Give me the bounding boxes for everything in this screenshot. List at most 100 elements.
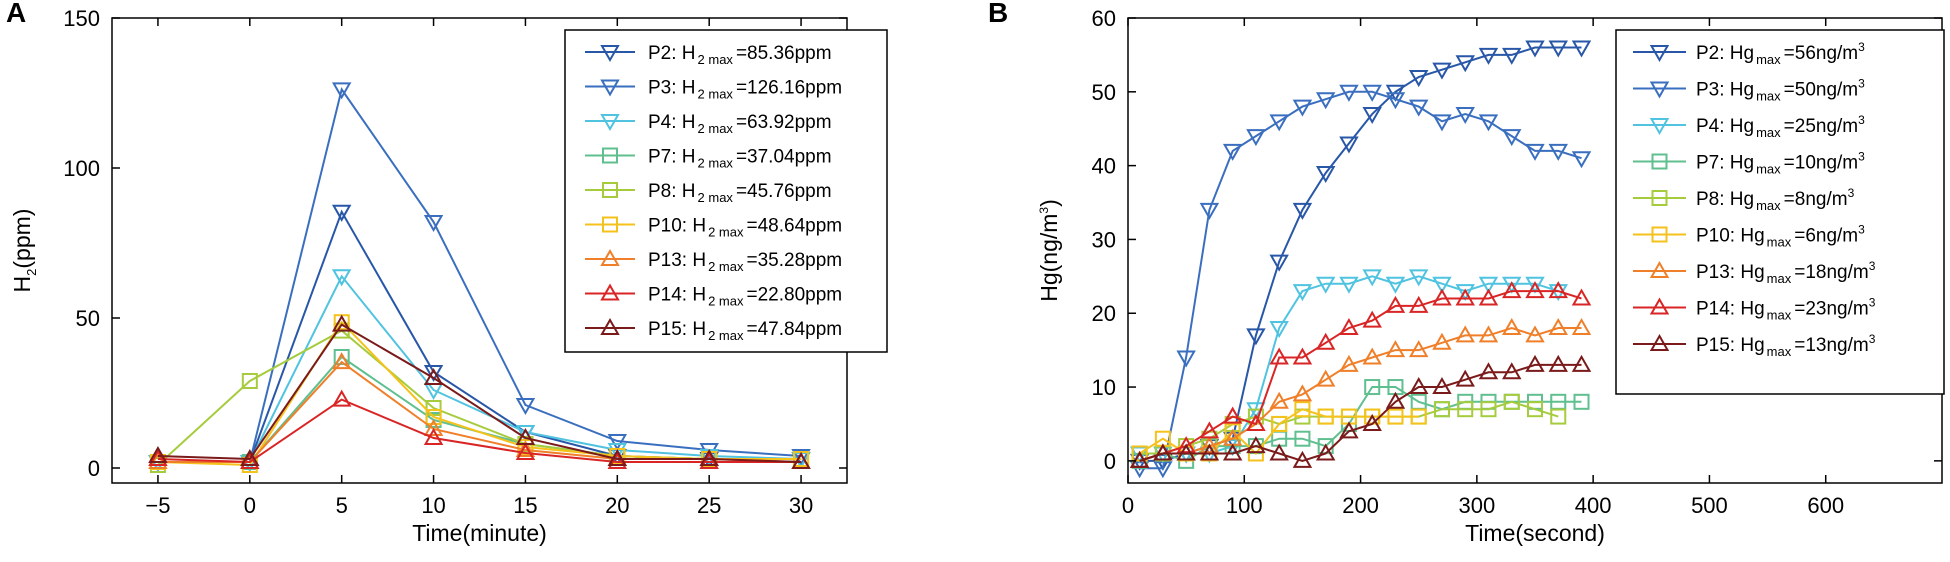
panel-b-series-p3-point-10 (1362, 84, 1382, 102)
panel-a-y-axis-title-suffix: (ppm) (9, 209, 35, 269)
panel-b-series-p3-point-6 (1269, 114, 1289, 132)
panel-a-legend-entry-p7-sub: 2 max (698, 156, 734, 171)
panel-b-legend-entry-p4-sub: max (1756, 125, 1781, 140)
panel-b-legend-entry-p15-sup: 3 (1869, 332, 1876, 346)
panel-b-legend-entry-p4-value: =25ng/m (1784, 116, 1858, 137)
panel-a-series-p3-point-2 (331, 82, 352, 100)
panel-b-legend-entry-p14: P14: Hg max =23ng/m3 (1633, 296, 1876, 323)
panel-b-legend-entry-p15: P15: Hg max =13ng/m3 (1633, 332, 1876, 359)
panel-b-series-p3-point-7 (1292, 99, 1313, 117)
panel-b-series-p15-point-7 (1292, 450, 1313, 468)
panel-a-series-p3-line (157, 87, 802, 463)
panel-b-series-p14-point-9 (1339, 317, 1359, 335)
panel-b-series-p13-point-12 (1408, 340, 1429, 358)
panel-b-series-p4-point-14 (1455, 284, 1475, 302)
panel-b-series-p14-point-13 (1432, 288, 1452, 306)
panel-b-legend-entry-p7-marker (1651, 153, 1668, 170)
panel-b-legend-entry-p3-marker (1649, 81, 1670, 99)
panel-b-legend-entry-p14-label: P14: Hg (1696, 299, 1765, 320)
panel-b-series-p14-point-5 (1246, 413, 1266, 431)
panel-b-ytick-label-2: 20 (1092, 301, 1116, 326)
panel-b-series-p4-point-17 (1525, 276, 1545, 294)
panel-a-legend-entry-p3-sub: 2 max (698, 87, 734, 102)
panel-b-legend-entry-p4-text: P4: Hg max =25ng/m3 (1696, 113, 1865, 140)
panel-a-legend-entry-p10-sub: 2 max (708, 225, 744, 240)
panel-b-legend-entry-p10-label: P10: Hg (1696, 226, 1765, 247)
panel-b-series-p7-point-7 (1294, 430, 1311, 447)
panel-b-legend-entry-p2: P2: Hg max =56ng/m3 (1633, 40, 1865, 67)
panel-b-legend-entry-p15-text: P15: Hg max =13ng/m3 (1696, 332, 1876, 359)
panel-b-series-p13-point-16 (1502, 317, 1522, 335)
panel-b-series-p13-point-18 (1548, 317, 1568, 335)
panel-a-legend-entry-p8-value: =45.76ppm (736, 181, 832, 202)
panel-b-legend-entry-p13-label: P13: Hg (1696, 262, 1765, 283)
panel-b-series-p14-point-12 (1408, 295, 1429, 313)
panel-a-legend-entry-p10-label: P10: H (648, 216, 706, 237)
panel-a-series-p2-point-2 (331, 204, 352, 222)
panel-b-legend-entry-p2-value: =56ng/m (1784, 43, 1858, 64)
panel-b-y-axis-title: Hg(ng/m3) (1036, 199, 1062, 302)
panel-a-xtick-label-4: 15 (513, 493, 537, 518)
panel-a-series-p15-point-6 (699, 448, 719, 466)
panel-b-legend-entry-p15-sub: max (1767, 344, 1792, 359)
panel-a-legend-entry-p2-label: P2: H (648, 43, 696, 64)
panel-b-ytick-label-0: 0 (1104, 449, 1116, 474)
panel-a-legend-entry-p14-sub: 2 max (708, 294, 744, 309)
panel-b-series-p15-point-10 (1362, 413, 1382, 431)
panel-a-xtick-label-5: 20 (605, 493, 629, 518)
panel-b-legend-entry-p15-value: =13ng/m (1794, 335, 1868, 356)
panel-b-legend-entry-p14-marker (1649, 297, 1670, 315)
panel-a-legend-entry-p2-value: =85.36ppm (736, 43, 832, 64)
panel-b-series-p10-point-11 (1387, 408, 1404, 425)
panel-b-series-p15 (1129, 354, 1592, 468)
panel-a-legend-entry-p3-marker (600, 79, 620, 97)
panel-b-series-p3-point-17 (1525, 143, 1545, 161)
panel-a-series-p15-point-1 (240, 448, 260, 466)
panel-b-xtick-label-4: 400 (1575, 493, 1612, 518)
panel-b-ytick-label-5: 50 (1092, 80, 1116, 105)
panel-b-series-p15-point-9 (1339, 421, 1359, 439)
panel-b-legend-entry-p10-marker (1651, 226, 1668, 243)
panel-a-series-p3-point-4 (515, 398, 536, 416)
panel-b-series-p8-point-17 (1527, 401, 1543, 418)
panel-a-series-p14-line (157, 398, 802, 464)
panel-a-xtick-label-1: 0 (244, 493, 256, 518)
panel-a-series-p7-point-2 (333, 349, 350, 365)
panel-b-series-p15-point-19 (1571, 354, 1592, 372)
panel-b-series-p4-point-16 (1502, 276, 1522, 294)
panel-b-series-p2-point-14 (1455, 55, 1475, 73)
panel-b-label: B (988, 0, 1008, 28)
panel-a-xtick-label-7: 30 (789, 493, 813, 518)
panel-b-series-p3-point-11 (1385, 92, 1406, 110)
panel-b-series-p14-point-10 (1362, 310, 1382, 328)
panel-b-legend-entry-p3-sub: max (1756, 89, 1781, 104)
panel-b-legend-entry-p4-marker (1649, 118, 1670, 136)
panel-b-series-p15-point-8 (1315, 443, 1336, 461)
panel-b-legend-entry-p2-text: P2: Hg max =56ng/m3 (1696, 40, 1865, 67)
panel-b-ytick-label-3: 30 (1092, 227, 1116, 252)
panel-b-series-p2-point-15 (1478, 47, 1499, 65)
panel-b-series-p15-point-3 (1199, 443, 1220, 461)
panel-a-series (148, 82, 811, 473)
panel-b-series-p7-point-19 (1573, 393, 1590, 410)
panel-b-series-p4-point-7 (1292, 284, 1313, 302)
panel-b-series-p14-point-7 (1292, 347, 1313, 365)
panel-b-legend-entry-p2-sub: max (1756, 52, 1781, 67)
panel-a-legend-entry-p8-sub: 2 max (698, 190, 734, 205)
panel-a-legend-entry-p4-sub: 2 max (698, 121, 734, 136)
panel-b-series (1129, 40, 1592, 479)
panel-b-xtick-label-0: 0 (1122, 493, 1134, 518)
panel-b-legend-entry-p10-text: P10: Hg max =6ng/m3 (1696, 223, 1865, 250)
panel-a-series-p10-point-3 (425, 409, 442, 425)
panel-b-series-p10-point-6 (1271, 415, 1288, 432)
panel-b-series-p15-point-1 (1153, 443, 1173, 461)
